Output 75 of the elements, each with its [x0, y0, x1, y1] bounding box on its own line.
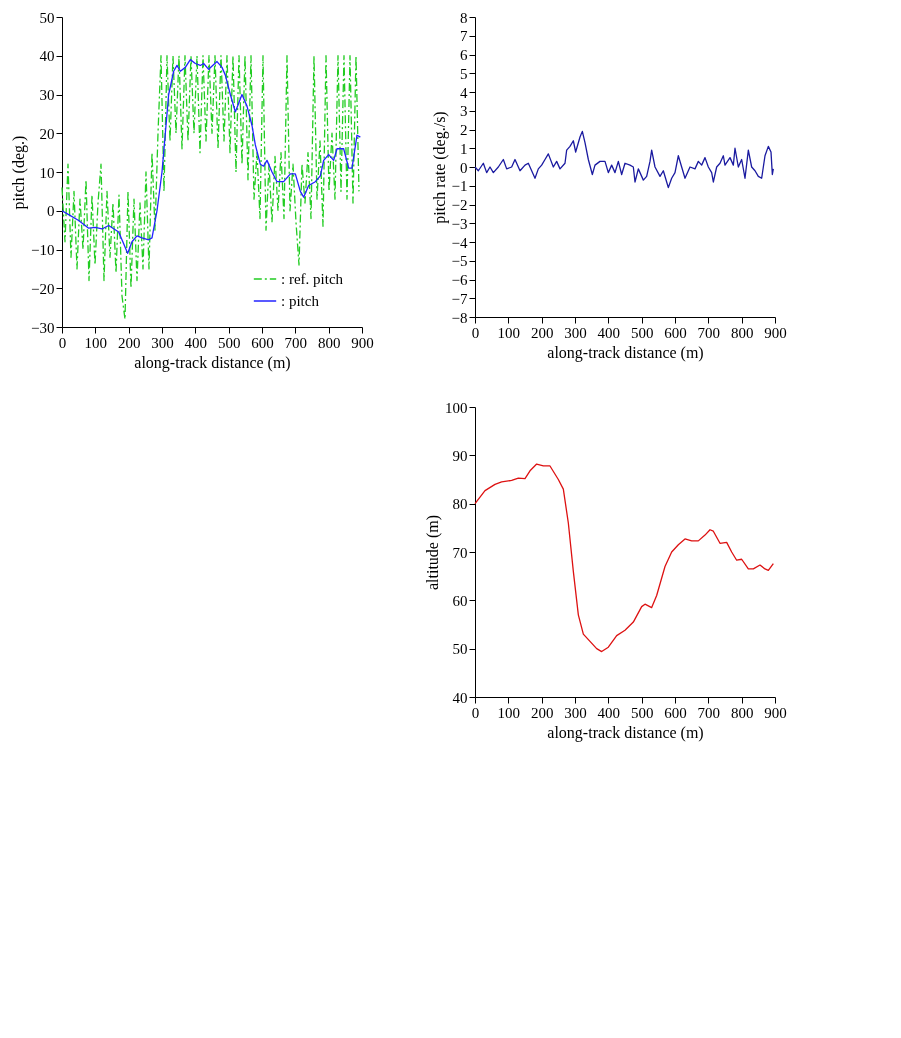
- x-tick-label: 900: [351, 334, 374, 351]
- x-tick-label: 0: [58, 334, 67, 351]
- y-tick-label: 20: [39, 125, 55, 142]
- x-tick-label: 600: [664, 324, 687, 341]
- y-tick-label: 80: [452, 496, 468, 513]
- x-axis-title: along-track distance (m): [134, 353, 291, 372]
- x-tick-label: 400: [597, 704, 621, 721]
- y-tick-label: −20: [31, 280, 55, 297]
- x-tick-label: 200: [530, 324, 554, 341]
- x-tick-label: 800: [730, 324, 754, 341]
- y-tick-label: 8: [460, 9, 468, 26]
- y-tick-label: 1: [460, 140, 468, 157]
- y-tick-label: −2: [451, 197, 468, 213]
- line-series: [61, 58, 361, 255]
- y-tick-label: 40: [452, 689, 468, 706]
- x-tick-label: 700: [697, 704, 721, 721]
- y-tick-label: −6: [451, 272, 468, 288]
- x-tick-label: 700: [284, 334, 308, 351]
- y-tick-label: 4: [460, 84, 468, 101]
- y-tick-label: −10: [31, 242, 55, 258]
- y-axis-title: pitch rate (deg./s): [430, 111, 449, 224]
- x-tick-label: 200: [530, 704, 554, 721]
- y-tick-label: 90: [452, 447, 468, 464]
- y-axis-title: altitude (m): [424, 514, 442, 591]
- x-tick-label: 400: [597, 324, 621, 341]
- y-tick-label: −8: [451, 309, 468, 326]
- y-tick-label: 50: [39, 9, 55, 26]
- x-axis-title: along-track distance (m): [547, 723, 704, 742]
- y-tick-label: −7: [451, 290, 468, 307]
- y-tick-label: −3: [451, 215, 468, 232]
- x-tick-label: 500: [217, 334, 241, 351]
- x-tick-label: 200: [117, 334, 141, 351]
- x-tick-label: 300: [151, 334, 174, 351]
- y-tick-label: 60: [452, 592, 468, 609]
- x-tick-label: 900: [764, 704, 787, 721]
- x-tick-label: 300: [564, 324, 587, 341]
- y-tick-label: −1: [451, 178, 468, 195]
- x-tick-label: 100: [497, 704, 521, 721]
- x-tick-label: 500: [630, 324, 654, 341]
- y-tick-label: 40: [39, 48, 55, 65]
- x-tick-label: 700: [697, 324, 721, 341]
- x-tick-label: 100: [497, 324, 521, 341]
- y-tick-label: 10: [39, 164, 55, 181]
- y-tick-label: 3: [460, 103, 468, 120]
- y-tick-label: 100: [445, 399, 468, 416]
- x-tick-label: 600: [664, 704, 687, 721]
- x-tick-label: 100: [84, 334, 108, 351]
- y-tick-label: −30: [31, 319, 55, 336]
- y-tick-label: 5: [460, 65, 468, 82]
- x-tick-label: 600: [251, 334, 274, 351]
- x-tick-label: 400: [184, 334, 208, 351]
- y-axis-title: pitch (deg.): [10, 135, 29, 210]
- y-tick-label: 0: [47, 203, 55, 220]
- y-tick-label: 30: [39, 87, 55, 103]
- y-tick-label: 70: [452, 544, 468, 561]
- y-tick-label: 7: [460, 28, 468, 45]
- y-tick-label: 6: [460, 47, 468, 63]
- y-tick-label: −5: [451, 253, 468, 270]
- x-tick-label: 300: [564, 704, 587, 721]
- x-axis-title: along-track distance (m): [547, 343, 704, 362]
- y-tick-label: −4: [451, 234, 468, 251]
- y-tick-label: 0: [460, 159, 468, 176]
- x-tick-label: 800: [730, 704, 754, 721]
- line-series: [474, 463, 774, 653]
- legend-label: : pitch: [281, 293, 320, 309]
- y-tick-label: 50: [452, 641, 468, 658]
- y-tick-label: 2: [460, 122, 468, 138]
- x-tick-label: 500: [630, 704, 654, 721]
- line-series: [61, 55, 360, 320]
- x-tick-label: 0: [471, 704, 480, 721]
- line-series: [474, 130, 774, 189]
- x-tick-label: 800: [317, 334, 341, 351]
- legend-label: : ref. pitch: [281, 271, 344, 287]
- x-tick-label: 900: [764, 324, 787, 341]
- x-tick-label: 0: [471, 324, 480, 341]
